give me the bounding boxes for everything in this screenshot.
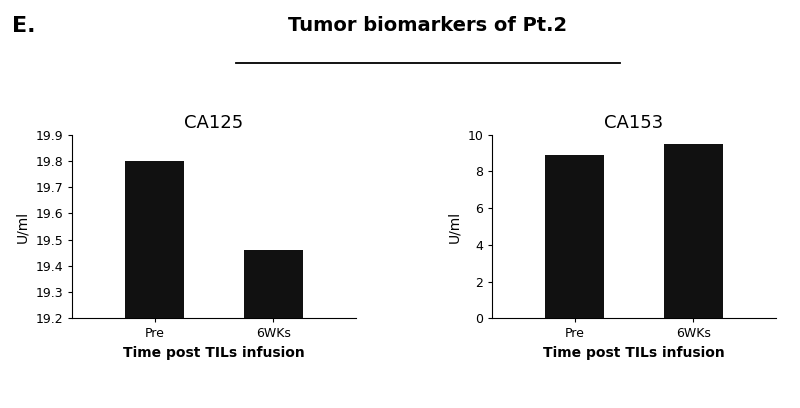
X-axis label: Time post TILs infusion: Time post TILs infusion	[123, 346, 305, 360]
Bar	[126, 161, 184, 318]
Bar	[664, 144, 722, 318]
Y-axis label: U/ml: U/ml	[16, 211, 30, 242]
Text: E.: E.	[12, 16, 35, 36]
Bar	[243, 250, 302, 318]
Title: CA125: CA125	[184, 114, 243, 132]
Bar	[546, 155, 605, 318]
Text: Tumor biomarkers of Pt.2: Tumor biomarkers of Pt.2	[289, 16, 567, 35]
Y-axis label: U/ml: U/ml	[448, 211, 462, 242]
X-axis label: Time post TILs infusion: Time post TILs infusion	[543, 346, 725, 360]
Title: CA153: CA153	[605, 114, 664, 132]
